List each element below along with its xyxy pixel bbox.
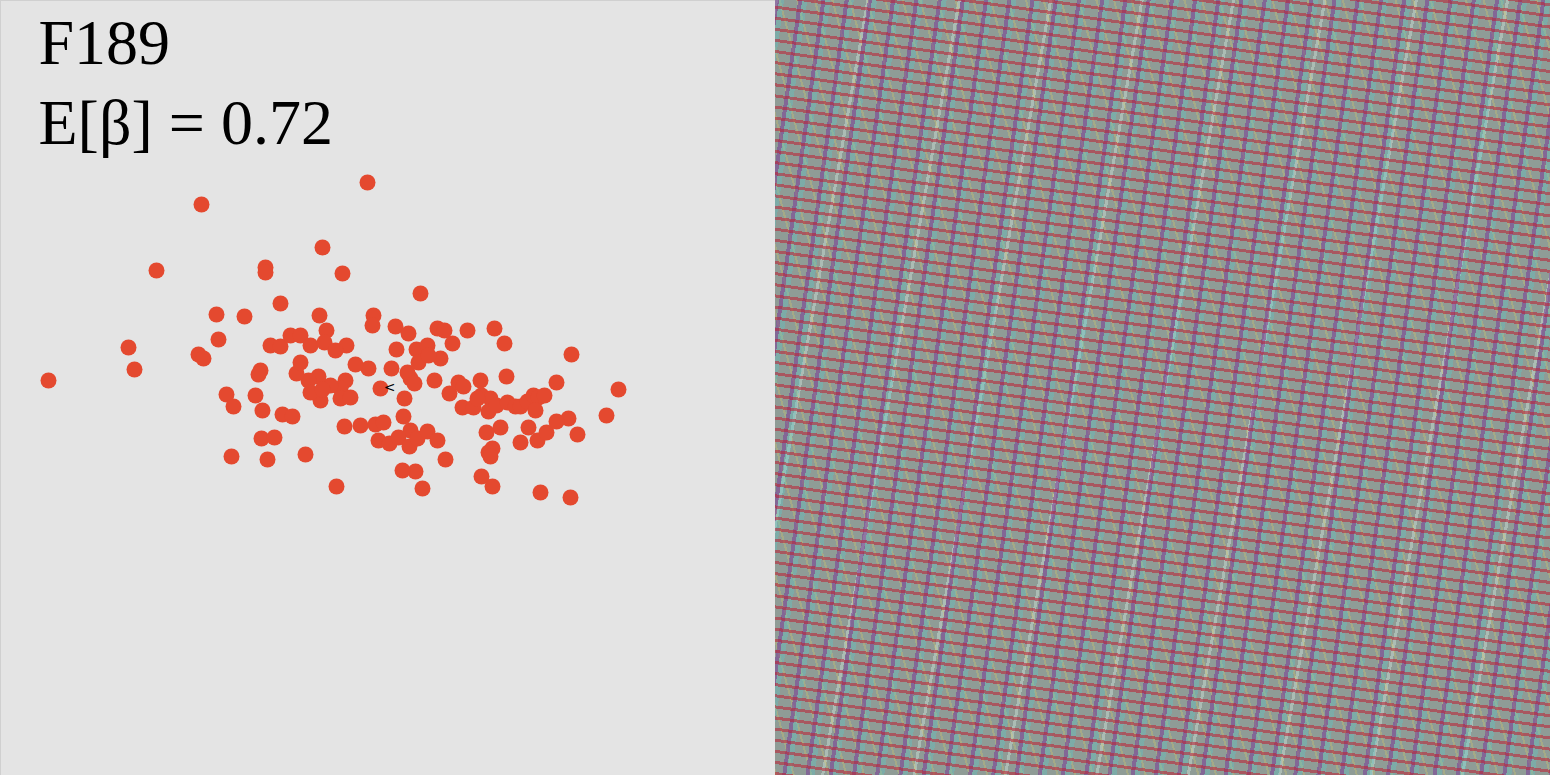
svg-text:F189: F189 [39,7,171,78]
svg-text:E[β] = 0.72: E[β] = 0.72 [39,87,333,158]
svg-text:<: < [384,379,396,395]
